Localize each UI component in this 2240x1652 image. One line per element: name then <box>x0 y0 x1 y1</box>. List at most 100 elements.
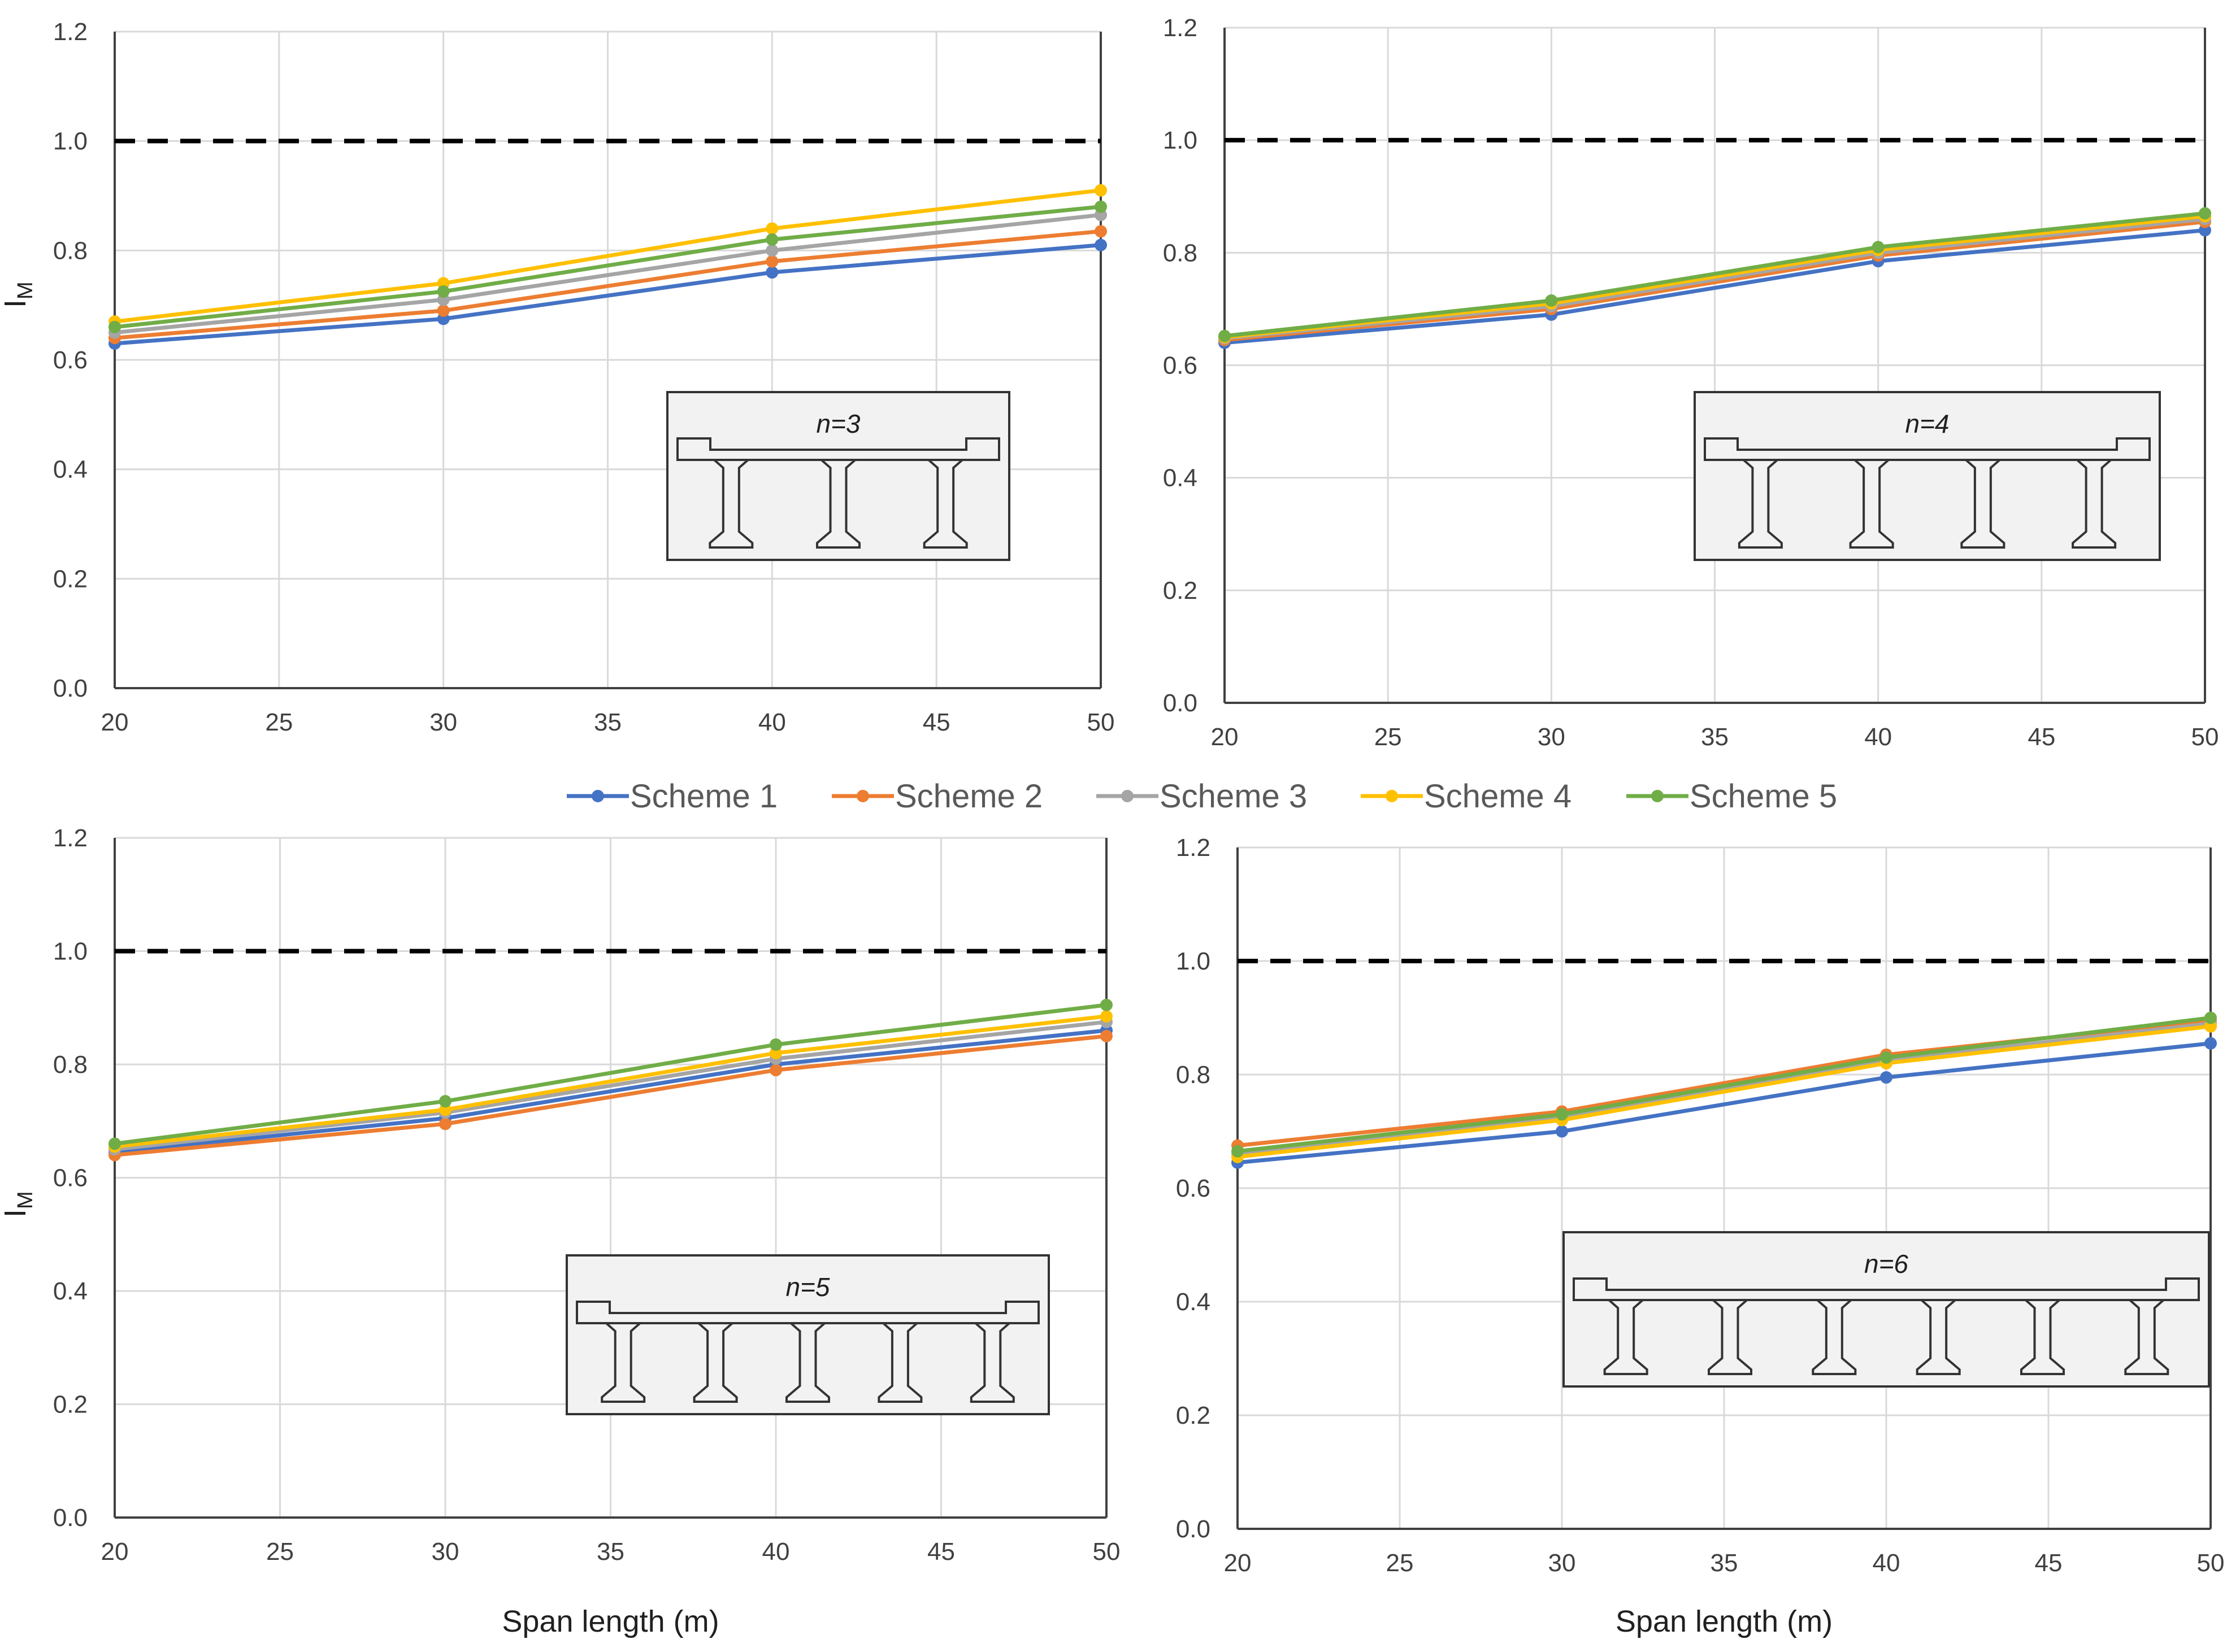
x-tick-label: 40 <box>758 708 786 736</box>
series-5-point <box>1218 329 1231 342</box>
legend-swatch-marker <box>1121 790 1134 802</box>
y-tick-label: 0.8 <box>53 1051 88 1079</box>
legend-label: Scheme 4 <box>1424 778 1572 815</box>
legend-item-3: Scheme 3 <box>1096 778 1307 815</box>
series-5-point <box>770 1038 782 1051</box>
y-tick-label: 1.2 <box>1176 834 1210 862</box>
y-tick-label: 0.2 <box>1163 577 1197 605</box>
x-tick-label: 30 <box>1538 723 1565 751</box>
x-tick-label: 20 <box>1224 1549 1252 1577</box>
x-tick-label: 20 <box>1211 723 1239 751</box>
y-axis-label-subscript: M <box>14 1191 37 1209</box>
y-tick-label: 0.8 <box>1176 1061 1210 1089</box>
inset-label: n=4 <box>1905 409 1949 438</box>
series-line-3 <box>114 1020 1107 1151</box>
legend-swatch-marker <box>857 790 869 802</box>
series-line-1 <box>1237 1041 2211 1165</box>
series-2-point <box>1095 225 1107 238</box>
legend-swatch-marker <box>592 790 604 802</box>
series-2-point <box>439 1118 452 1131</box>
x-tick-label: 40 <box>1864 723 1892 751</box>
y-tick-label: 0.2 <box>1176 1402 1210 1429</box>
series-5-point <box>766 233 779 246</box>
y-tick-label: 0.4 <box>1163 464 1197 492</box>
y-tick-label: 0.8 <box>53 237 88 264</box>
girder-3 <box>785 1322 830 1403</box>
girder-2 <box>1708 1299 1752 1375</box>
legend-swatch-marker <box>1386 790 1398 802</box>
series-4-point <box>1095 184 1107 197</box>
legend: Scheme 1 Scheme 2 Scheme 3 Scheme 4 Scheme 5 <box>567 778 1837 815</box>
series-5-point <box>108 320 121 333</box>
series-1-point <box>2204 1037 2217 1050</box>
x-tick-label: 35 <box>1711 1549 1738 1577</box>
cross-section-inset: n=5 <box>566 1254 1050 1415</box>
legend-swatch-marker <box>1651 790 1664 802</box>
series-5-point <box>1095 200 1107 213</box>
y-tick-label: 0.0 <box>53 675 88 702</box>
y-tick-label: 0.4 <box>53 456 88 484</box>
x-tick-label: 30 <box>429 708 457 736</box>
series-line-5 <box>114 205 1101 329</box>
series-1-point <box>1880 1071 1892 1084</box>
y-axis-label-main: I <box>0 1209 32 1218</box>
cross-section-inset: n=6 <box>1562 1231 2210 1388</box>
series-5-point <box>108 1137 121 1150</box>
series-5-point <box>2204 1011 2217 1024</box>
x-tick-label: 35 <box>597 1538 624 1566</box>
x-tick-label: 40 <box>762 1538 790 1566</box>
y-tick-label: 1.2 <box>53 824 88 852</box>
y-tick-label: 1.0 <box>53 938 88 966</box>
y-tick-label: 0.4 <box>53 1277 88 1305</box>
series-line-1 <box>114 1028 1107 1154</box>
legend-item-5: Scheme 5 <box>1626 778 1837 815</box>
series-line-4 <box>114 188 1101 324</box>
series-2-point <box>766 255 779 268</box>
series-4-point <box>1100 1010 1113 1023</box>
series-line-4 <box>1237 1024 2211 1159</box>
girder-5 <box>970 1322 1015 1403</box>
y-tick-label: 0.2 <box>53 1391 88 1419</box>
legend-item-2: Scheme 2 <box>832 778 1043 815</box>
legend-item-1: Scheme 1 <box>567 778 778 815</box>
girder-1 <box>709 459 754 549</box>
series-5-point <box>1231 1145 1244 1158</box>
series-line-2 <box>114 1034 1107 1157</box>
girder-3 <box>1960 459 2005 549</box>
girder-3 <box>923 459 968 549</box>
inset-frame <box>1694 391 2161 561</box>
x-tick-label: 25 <box>1386 1549 1414 1577</box>
series-5-point <box>1872 241 1885 254</box>
chart-panel-2: 20 25 30 35 40 45 50 0.0 0.2 0.4 0.6 0.8 1.0 1.2 n=4 <box>1163 14 2219 751</box>
y-tick-label: 0.0 <box>53 1504 88 1532</box>
chart-panel-1: 20 25 30 35 40 45 50 0.0 0.2 0.4 0.6 0.8 1.0 1.2 n=3 IM <box>0 18 1114 736</box>
girder-3 <box>1812 1299 1857 1375</box>
chart-panel-3: 20 25 30 35 40 45 50 0.0 0.2 0.4 0.6 0.8 1.0 1.2 n=5 IM… <box>0 824 1120 1638</box>
y-tick-label: 0.2 <box>53 565 88 593</box>
series-1-point <box>1556 1125 1568 1138</box>
girder-2 <box>693 1322 738 1403</box>
girder-6 <box>2124 1299 2169 1375</box>
x-tick-label: 25 <box>265 708 293 736</box>
girder-4 <box>878 1322 923 1403</box>
series-4-point <box>2204 1020 2217 1033</box>
y-tick-label: 0.0 <box>1163 689 1197 717</box>
series-2-point <box>437 304 450 317</box>
series-5-point <box>439 1095 452 1108</box>
x-tick-label: 25 <box>1374 723 1402 751</box>
series-line-5 <box>1237 1016 2211 1154</box>
series-line-4 <box>114 1014 1107 1149</box>
y-tick-label: 0.6 <box>53 1164 88 1192</box>
series-5-point <box>437 285 450 298</box>
y-tick-label: 0.6 <box>1176 1175 1210 1202</box>
legend-label: Scheme 2 <box>895 778 1043 815</box>
y-axis-label: IM <box>0 1191 37 1218</box>
series-line-2 <box>1224 220 2206 342</box>
x-tick-label: 40 <box>1873 1549 1900 1577</box>
x-tick-label: 35 <box>594 708 622 736</box>
x-tick-label: 45 <box>2028 723 2055 751</box>
x-axis-label: Span length (m) <box>1616 1605 1833 1638</box>
y-axis-label-main: I <box>0 299 32 308</box>
x-tick-label: 45 <box>923 708 950 736</box>
series-4-point <box>439 1103 452 1116</box>
